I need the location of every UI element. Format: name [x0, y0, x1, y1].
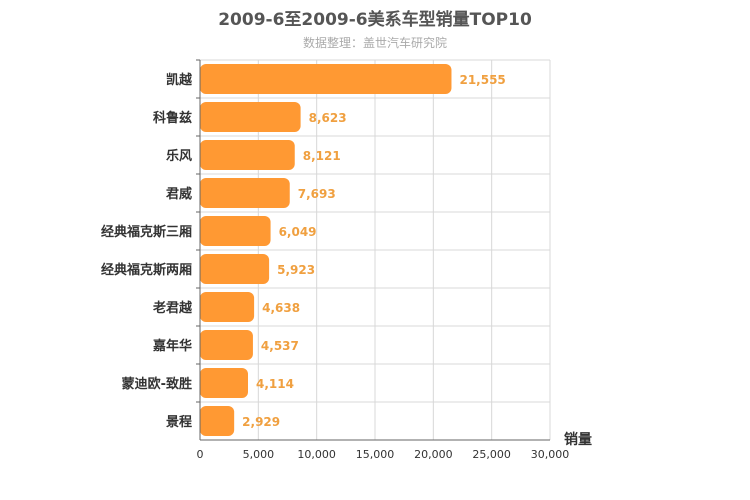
bar	[200, 368, 248, 398]
value-label: 4,638	[262, 301, 300, 315]
value-label: 4,114	[256, 377, 294, 391]
x-tick-label: 15,000	[356, 448, 395, 461]
bar	[200, 254, 270, 284]
label-layer: 0 5,000 10,000 15,000 20,000 25,000 30,000 凯越 21…	[101, 72, 592, 461]
category-label: 景程	[166, 415, 192, 430]
category-label: 科鲁兹	[153, 110, 192, 126]
x-tick-label: 20,000	[414, 448, 453, 461]
value-label: 7,693	[298, 187, 336, 201]
bar	[200, 64, 452, 94]
bar	[200, 178, 290, 208]
value-label: 4,537	[261, 339, 299, 353]
x-tick-label: 10,000	[297, 448, 336, 461]
chart-title: 2009-6至2009-6美系车型销量TOP10	[218, 10, 532, 30]
value-label: 8,623	[309, 111, 347, 125]
x-tick-label: 30,000	[531, 448, 570, 461]
category-label: 乐风	[166, 148, 192, 164]
x-tick-label: 25,000	[472, 448, 511, 461]
category-label: 君威	[166, 186, 192, 202]
x-tick-label: 0	[197, 448, 204, 461]
category-label: 凯越	[166, 72, 193, 88]
value-label: 5,923	[277, 263, 315, 277]
value-label: 21,555	[459, 73, 505, 87]
x-tick-label: 5,000	[243, 448, 275, 461]
category-label: 蒙迪欧-致胜	[122, 376, 192, 392]
x-axis-title: 销量	[564, 431, 592, 448]
category-label: 经典福克斯两厢	[101, 262, 192, 278]
value-label: 8,121	[303, 149, 341, 163]
category-label: 嘉年华	[152, 338, 192, 354]
chart-subtitle: 数据整理：盖世汽车研究院	[302, 36, 447, 50]
bar	[200, 406, 235, 436]
value-label: 6,049	[279, 225, 317, 239]
bar	[200, 140, 295, 170]
bar	[200, 102, 301, 132]
category-label: 经典福克斯三厢	[101, 224, 192, 240]
grid-layer	[200, 59, 551, 441]
bar	[200, 216, 271, 246]
bar-layer	[200, 64, 452, 436]
bar	[200, 292, 255, 322]
bar	[200, 330, 253, 360]
category-label: 老君越	[152, 300, 193, 316]
value-label: 2,929	[242, 415, 280, 429]
axis-layer	[196, 59, 550, 441]
